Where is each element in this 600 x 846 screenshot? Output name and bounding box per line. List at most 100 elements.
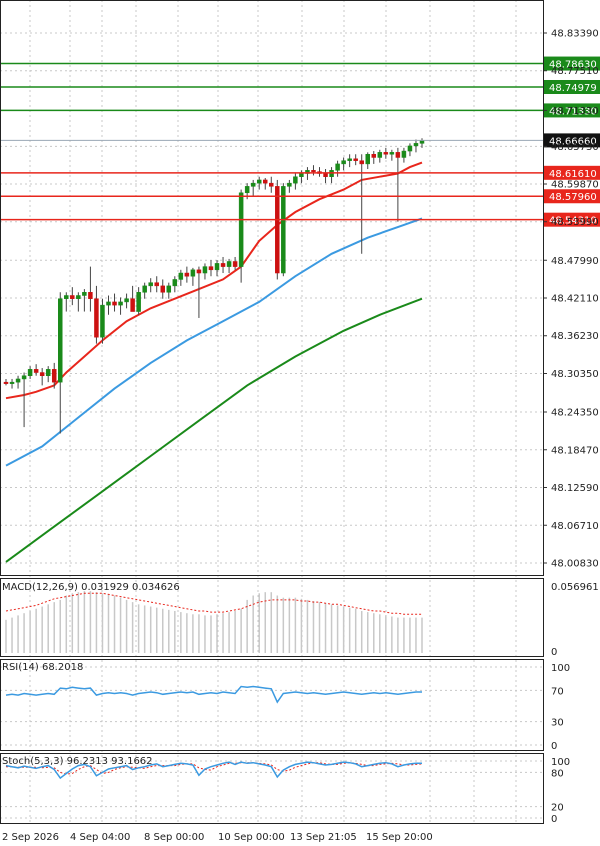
- price-tick-label: 48.00830: [551, 559, 599, 570]
- candle-body: [208, 266, 214, 271]
- price-level-tag: [544, 165, 600, 180]
- candle-body: [383, 152, 389, 155]
- pane-borders: [0, 0, 544, 824]
- candle-body: [76, 295, 81, 299]
- time-axis-label: 4 Sep 04:00: [70, 832, 130, 843]
- rsi-pane: 100 70 30 0 RSI(14) 68.2018: [0, 662, 570, 752]
- rsi-axis-label: 70: [551, 686, 564, 697]
- stoch-axis-label: 20: [551, 803, 564, 814]
- candle-body: [130, 298, 135, 312]
- price-tick-label: 48.30350: [551, 369, 599, 380]
- price-tick-label: 48.24350: [551, 408, 599, 419]
- candle-body: [311, 170, 316, 173]
- candle-body: [323, 173, 328, 177]
- candle-body: [39, 372, 45, 376]
- candle-body: [154, 282, 159, 287]
- stoch-axis-label: 0: [551, 814, 557, 825]
- candlestick-series: [3, 138, 425, 434]
- candle-body: [395, 152, 401, 158]
- candle-body: [136, 292, 141, 312]
- pane-border: [0, 753, 544, 824]
- candle-body: [214, 263, 220, 271]
- price-tick-label: 48.53990: [551, 217, 599, 228]
- time-axis: 2 Sep 2026 4 Sep 04:00 8 Sep 00:00 10 Sep 0…: [2, 832, 433, 843]
- candle-body: [220, 263, 226, 267]
- price-levels: 48.78630 48.74979 48.71330 48.61610 48.57960…: [0, 56, 600, 227]
- macd-axis-label: 0: [551, 647, 557, 658]
- candle-body: [112, 301, 117, 306]
- price-level-tag-label: 48.54310: [549, 216, 597, 227]
- current-price-tag-label: 48.66660: [549, 136, 597, 147]
- candle-body: [293, 176, 298, 184]
- price-tick-label: 48.65730: [551, 142, 599, 153]
- price-level-tag-label: 48.74979: [549, 83, 597, 94]
- candle-body: [250, 182, 256, 187]
- candle-body: [347, 158, 352, 161]
- candle-body: [184, 272, 190, 277]
- candle-body: [401, 150, 407, 158]
- candle-body: [281, 186, 286, 274]
- candle-body: [377, 152, 383, 158]
- candle-body: [142, 285, 147, 293]
- candle-body: [232, 261, 238, 267]
- time-axis-label: 13 Sep 21:05: [290, 832, 357, 843]
- candle-body: [106, 301, 111, 306]
- price-level-tag-label: 48.78630: [549, 60, 597, 71]
- rsi-axis-label: 100: [551, 663, 570, 674]
- candle-body: [202, 266, 208, 274]
- macd-label: MACD(12,26,9) 0.031929 0.034626: [2, 582, 180, 593]
- candle-body: [196, 269, 202, 274]
- candle-body: [341, 160, 346, 165]
- price-tick-label: 48.77510: [551, 66, 599, 77]
- ma-slow-line: [5, 297, 423, 563]
- candle-body: [353, 158, 358, 161]
- candle-body: [58, 298, 63, 383]
- price-level-tag: [544, 79, 600, 94]
- macd-pane: MACD(12,26,9) 0.031929 0.034626 0.056961 0: [2, 582, 599, 658]
- pane-border: [0, 659, 544, 751]
- candle-body: [389, 152, 395, 155]
- stoch-label: Stoch(5,3,3) 96.2313 93.1662: [2, 756, 153, 767]
- rsi-label: RSI(14) 68.2018: [2, 662, 83, 673]
- candle-body: [244, 186, 250, 194]
- price-level-tag-label: 48.57960: [549, 192, 597, 203]
- candle-body: [365, 154, 370, 165]
- price-level-tag-label: 48.71330: [549, 106, 597, 117]
- time-axis-label: 8 Sep 00:00: [144, 832, 204, 843]
- candle-body: [413, 143, 419, 147]
- stoch-axis-label: 80: [551, 768, 564, 779]
- price-tick-label: 48.42110: [551, 294, 599, 305]
- candle-body: [407, 145, 413, 152]
- candle-body: [100, 304, 105, 338]
- candle-body: [262, 179, 268, 184]
- rsi-axis-label: 30: [551, 718, 564, 729]
- stoch-axis-label: 100: [551, 757, 570, 768]
- macd-signal-line: [5, 592, 422, 615]
- candle-body: [178, 272, 184, 280]
- price-tick-label: 48.47990: [551, 256, 599, 267]
- candle-body: [3, 381, 9, 384]
- candle-body: [226, 261, 232, 267]
- candle-body: [190, 269, 196, 277]
- candle-body: [27, 369, 33, 376]
- candle-body: [275, 186, 280, 274]
- candle-body: [21, 375, 27, 380]
- pane-border: [0, 578, 544, 657]
- price-level-tag: [544, 212, 600, 227]
- price-level-tag: [544, 189, 600, 204]
- price-axis: 48.83390 48.77510 48.71330 48.65730 48.59870…: [543, 29, 599, 570]
- candle-body: [64, 295, 69, 299]
- price-level-tag: [544, 103, 600, 118]
- candle-body: [118, 301, 123, 306]
- candle-body: [45, 369, 51, 376]
- candle-body: [371, 154, 377, 158]
- candle-body: [172, 279, 178, 287]
- current-price-tag: [544, 133, 600, 148]
- time-axis-label: 15 Sep 20:00: [366, 832, 433, 843]
- price-tick-label: 48.83390: [551, 29, 599, 40]
- candle-body: [256, 179, 262, 184]
- stoch-main-line: [5, 761, 422, 780]
- candle-body: [148, 282, 153, 287]
